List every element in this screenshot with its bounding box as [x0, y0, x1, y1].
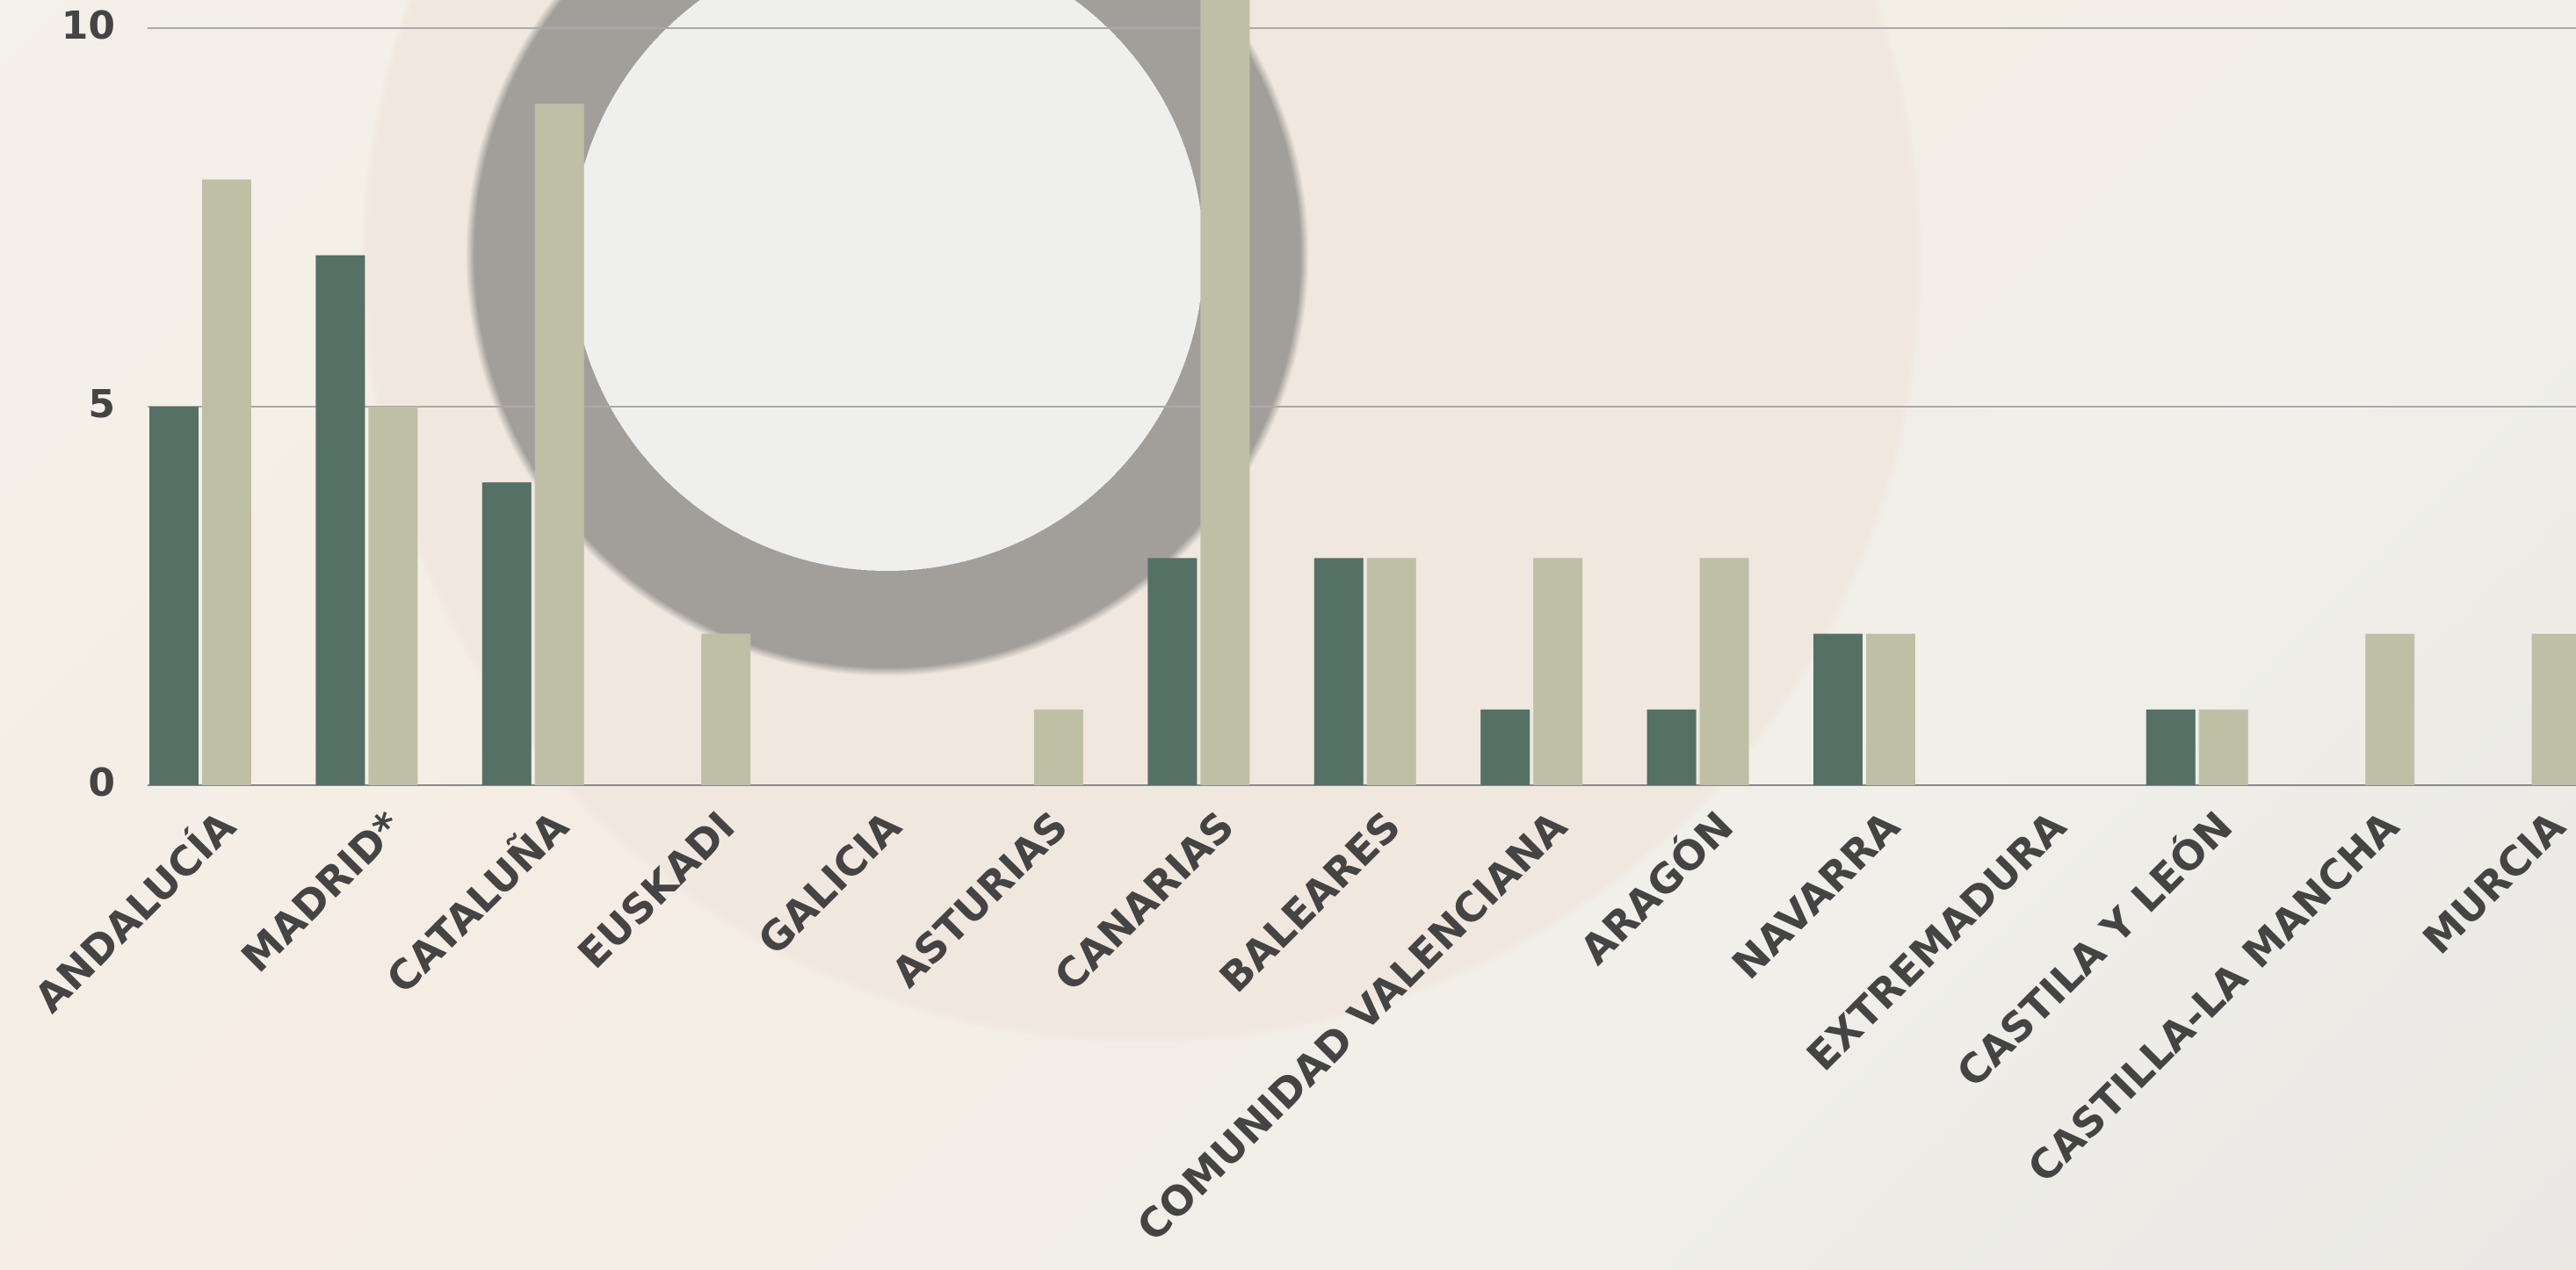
y-tick-label: 10	[62, 4, 115, 48]
bar	[2198, 709, 2248, 785]
x-tick-label: NAVARRA	[1723, 802, 1909, 988]
bar	[2531, 633, 2576, 785]
bar	[1533, 558, 1583, 785]
y-tick-label: 5	[88, 382, 115, 427]
x-tick-label: ARAGÓN	[1571, 802, 1742, 973]
bar	[1646, 709, 1697, 785]
bar	[701, 633, 751, 785]
x-tick-label: ANDALUCÍA	[25, 802, 245, 1021]
bar	[1480, 709, 1530, 785]
bar	[1813, 633, 1863, 785]
x-tick-label: CASTILA Y LEÓN	[1948, 802, 2242, 1096]
bar	[1866, 633, 1915, 785]
bar	[1200, 0, 1250, 786]
bar	[202, 179, 251, 785]
bar	[2365, 633, 2415, 785]
bar	[1313, 558, 1364, 785]
y-tick-label: 0	[88, 761, 115, 805]
bar	[1699, 558, 1749, 785]
x-tick-label: GALICIA	[749, 802, 910, 963]
x-tick-label: MURCIA	[2413, 802, 2574, 963]
bar	[534, 104, 584, 785]
bar	[1147, 558, 1198, 785]
bar	[1366, 558, 1416, 785]
bar	[481, 482, 532, 785]
x-tick-label: MADRID*	[232, 802, 411, 981]
bar	[2145, 709, 2196, 785]
bar	[315, 255, 365, 786]
bar	[368, 407, 418, 785]
x-tick-label: EUSKADI	[568, 802, 744, 978]
bar	[1034, 709, 1083, 785]
bar	[149, 407, 199, 785]
